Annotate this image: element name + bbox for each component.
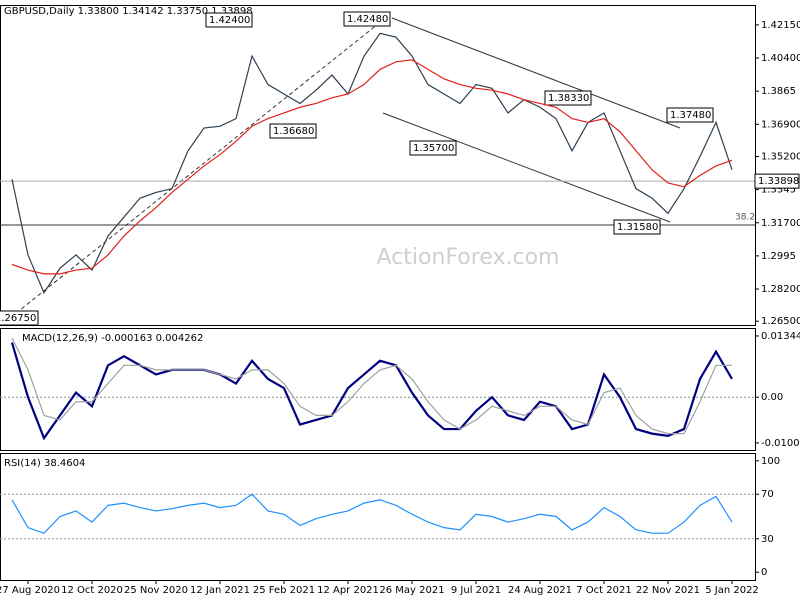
y-tick-label: 1.2995 <box>761 251 796 262</box>
y-tick-label: 1.31700 <box>761 218 800 229</box>
y-tick-label: 1.40400 <box>761 53 800 64</box>
annotation-label: 1.26750 <box>0 313 36 324</box>
annotation-label: 1.36680 <box>273 126 314 137</box>
annotation-box <box>0 310 39 326</box>
x-tick-label: 12 Apr 2021 <box>317 585 379 596</box>
y-tick-label: -0.010047 <box>761 438 800 449</box>
panel-frame <box>0 453 756 581</box>
annotation-label: 1.37480 <box>670 110 711 121</box>
y-tick-label: 0.013448 <box>761 331 800 342</box>
y-tick-label: 1.42150 <box>761 20 800 31</box>
series-line <box>11 337 732 435</box>
y-tick-label: 0.00 <box>761 392 783 403</box>
annotation-box <box>343 11 391 27</box>
x-tick-label: 5 Jan 2022 <box>705 585 759 596</box>
current-price-label: 1.33898 <box>758 176 799 187</box>
x-tick-label: 9 Jul 2021 <box>451 585 501 596</box>
annotation-label: 1.42400 <box>209 15 250 26</box>
annotation-box <box>205 12 253 28</box>
chart-title: GBPUSD,Daily 1.33800 1.34142 1.33750 1.3… <box>4 6 253 17</box>
x-tick-label: 24 Aug 2021 <box>508 585 572 596</box>
fib-label: 38.2 <box>735 213 755 223</box>
series-line <box>10 342 733 441</box>
y-tick-label: 30 <box>761 534 774 545</box>
x-tick-label: 22 Nov 2021 <box>636 585 700 596</box>
x-tick-label: 25 Nov 2020 <box>124 585 188 596</box>
series-line <box>11 32 733 295</box>
x-tick-label: 12 Oct 2020 <box>61 585 123 596</box>
rsi-title: RSI(14) 38.4604 <box>4 458 85 469</box>
macd-title: MACD(12,26,9) -0.000163 0.004262 <box>22 333 203 344</box>
annotation-box <box>666 107 714 123</box>
annotation-box <box>409 140 457 156</box>
annotation-label: 1.38330 <box>548 93 589 104</box>
series-line <box>11 59 733 275</box>
series-line <box>11 493 733 534</box>
annotation-label: 1.35700 <box>413 143 454 154</box>
annotation-box <box>613 219 661 235</box>
watermark: ActionForex.com <box>377 245 560 270</box>
y-tick-label: 0 <box>761 567 767 578</box>
y-tick-label: 100 <box>761 456 780 467</box>
channel-line <box>391 17 681 129</box>
y-tick-label: 1.28200 <box>761 284 800 295</box>
annotation-box <box>269 123 317 139</box>
y-tick-label: 1.36900 <box>761 119 800 130</box>
x-tick-label: 25 Feb 2021 <box>253 585 315 596</box>
x-tick-label: 7 Oct 2021 <box>576 585 631 596</box>
x-tick-label: 12 Jan 2021 <box>190 585 250 596</box>
x-tick-label: 26 May 2021 <box>379 585 444 596</box>
channel-line <box>382 112 671 223</box>
x-tick-label: 27 Aug 2020 <box>0 585 60 596</box>
y-tick-label: 1.35200 <box>761 151 800 162</box>
y-tick-label: 1.3865 <box>761 86 796 97</box>
annotation-label: 1.31580 <box>617 222 658 233</box>
annotation-box <box>544 90 592 106</box>
y-tick-label: 70 <box>761 489 774 500</box>
annotation-label: 1.42480 <box>347 14 388 25</box>
y-tick-label: 1.3345 <box>761 185 796 196</box>
y-tick-label: 1.26500 <box>761 316 800 327</box>
panel-frame <box>0 328 756 451</box>
current-price-box <box>754 173 800 189</box>
panel-frame <box>0 5 756 326</box>
